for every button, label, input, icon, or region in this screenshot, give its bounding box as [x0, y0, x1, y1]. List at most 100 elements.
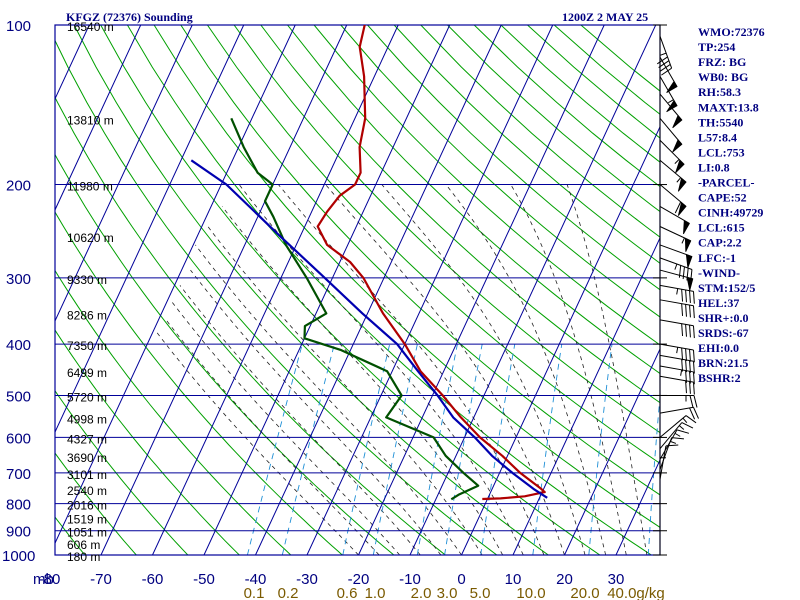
dry-adiabat-line [180, 25, 660, 496]
wind-barb-flag [675, 159, 685, 174]
mixing-ratio-label: 10.0 [516, 585, 545, 600]
height-label: 606 m [67, 538, 100, 552]
wind-barb-half [674, 263, 678, 270]
wind-barb [659, 269, 694, 291]
wind-barb-column [653, 24, 699, 556]
index-line: EHI:0.0 [698, 341, 739, 355]
dry-adiabat-line [55, 389, 189, 555]
temperature-tick-label: 20 [556, 571, 573, 588]
dry-adiabat-line [153, 25, 660, 528]
wind-barb-staff [659, 299, 694, 307]
wind-barb [659, 375, 695, 395]
index-line: LFC:-1 [698, 251, 736, 265]
index-line: LCL:753 [698, 145, 745, 159]
moist-adiabat-line [445, 184, 607, 555]
wind-barb-flag [683, 219, 690, 235]
pressure-tick-label: 100 [6, 18, 31, 35]
dry-adiabat-line [313, 25, 660, 346]
dry-adiabat-line [55, 269, 292, 555]
moist-adiabat-line [156, 332, 359, 555]
dry-adiabat-line [55, 96, 446, 555]
wind-barb [659, 454, 666, 489]
wind-barb [660, 394, 698, 408]
moist-adiabat-line [221, 206, 504, 555]
height-label: 2016 m [67, 499, 107, 513]
wind-barb-full [659, 64, 671, 72]
dewpoint-profile-line [230, 117, 480, 501]
mixing-ratio-line [532, 344, 563, 555]
isotherm-line [203, 25, 451, 555]
index-line: HEL:37 [698, 296, 739, 310]
wind-barb [659, 343, 695, 363]
mixing-ratio-label: 0.6 [337, 585, 358, 600]
height-label: 6499 m [67, 366, 107, 380]
moist-adiabat-line [169, 299, 401, 555]
wind-barb [659, 93, 683, 129]
wind-barb-staff [659, 375, 694, 383]
dry-adiabat-line [527, 25, 660, 139]
wind-barb-full [681, 289, 684, 302]
index-line: STM:152/5 [698, 281, 755, 295]
wind-barb-flag [672, 114, 683, 129]
wind-barb-staff [659, 365, 694, 373]
temperature-profile-line [316, 25, 546, 501]
wind-barb [659, 206, 690, 235]
wind-barb-full [681, 303, 684, 317]
wind-barb-full [689, 360, 691, 373]
dry-adiabat-line [73, 25, 549, 555]
moist-adiabat-line [165, 319, 380, 555]
index-line: L57:8.4 [698, 130, 737, 144]
wind-barb-half [668, 99, 674, 104]
pressure-tick-label: 700 [6, 466, 31, 483]
dry-adiabat-line [340, 25, 660, 318]
wind-barb [659, 444, 679, 480]
mixing-ratio-label: 2.0 [411, 585, 432, 600]
wind-barb-half [674, 432, 681, 437]
wind-barb-staff [659, 422, 683, 449]
wind-barb [659, 415, 697, 438]
pressure-tick-label: 1000 [2, 548, 35, 565]
index-line: TP:254 [698, 40, 735, 54]
mixing-ratio-line [246, 343, 303, 555]
height-label: 3690 m [67, 451, 107, 465]
isotherm-line [358, 25, 605, 555]
index-line: BSHR:2 [698, 371, 741, 385]
wind-barb-full [689, 381, 691, 394]
height-label: 1051 m [67, 526, 107, 540]
wind-barb-full [685, 304, 687, 317]
pressure-tick-label: 400 [6, 337, 31, 354]
temperature-tick-label: 10 [505, 571, 522, 588]
pressure-tick-label: 500 [6, 388, 31, 405]
index-line: WMO:72376 [698, 25, 765, 39]
wind-barb-full [685, 415, 697, 424]
moist-adiabat-line [207, 226, 483, 555]
wind-barb-half [676, 177, 682, 183]
pressure-tick-label: 600 [6, 430, 31, 447]
wind-barb-full [661, 67, 672, 76]
dry-adiabat-line [126, 25, 652, 555]
dry-adiabat-line [420, 25, 660, 238]
index-line: LCL:615 [698, 221, 745, 235]
wind-barb-staff [659, 343, 694, 351]
wind-barb-full [689, 407, 696, 420]
wind-barb-full [671, 437, 684, 440]
moist-adiabat-line [179, 285, 421, 555]
wind-barb-half [682, 417, 688, 424]
wind-barb-full [685, 359, 687, 373]
wind-barb [659, 159, 687, 192]
wind-barb-full [693, 395, 698, 408]
isotherm-line [255, 25, 502, 555]
wind-barb-full [682, 266, 685, 280]
index-line: FRZ: BG [698, 55, 746, 69]
temperature-tick-label: 0 [457, 571, 465, 588]
dry-adiabat-line [367, 25, 660, 291]
wind-barb [659, 319, 695, 339]
moist-adiabat-line [190, 269, 442, 555]
pressure-tick-label: 800 [6, 497, 31, 514]
background-lines [55, 25, 660, 555]
mixing-ratio-label: 40.0g/kg [607, 585, 665, 600]
index-line: LI:0.8 [698, 160, 730, 174]
wind-barb [659, 184, 687, 216]
index-line: CAPE:52 [698, 191, 747, 205]
